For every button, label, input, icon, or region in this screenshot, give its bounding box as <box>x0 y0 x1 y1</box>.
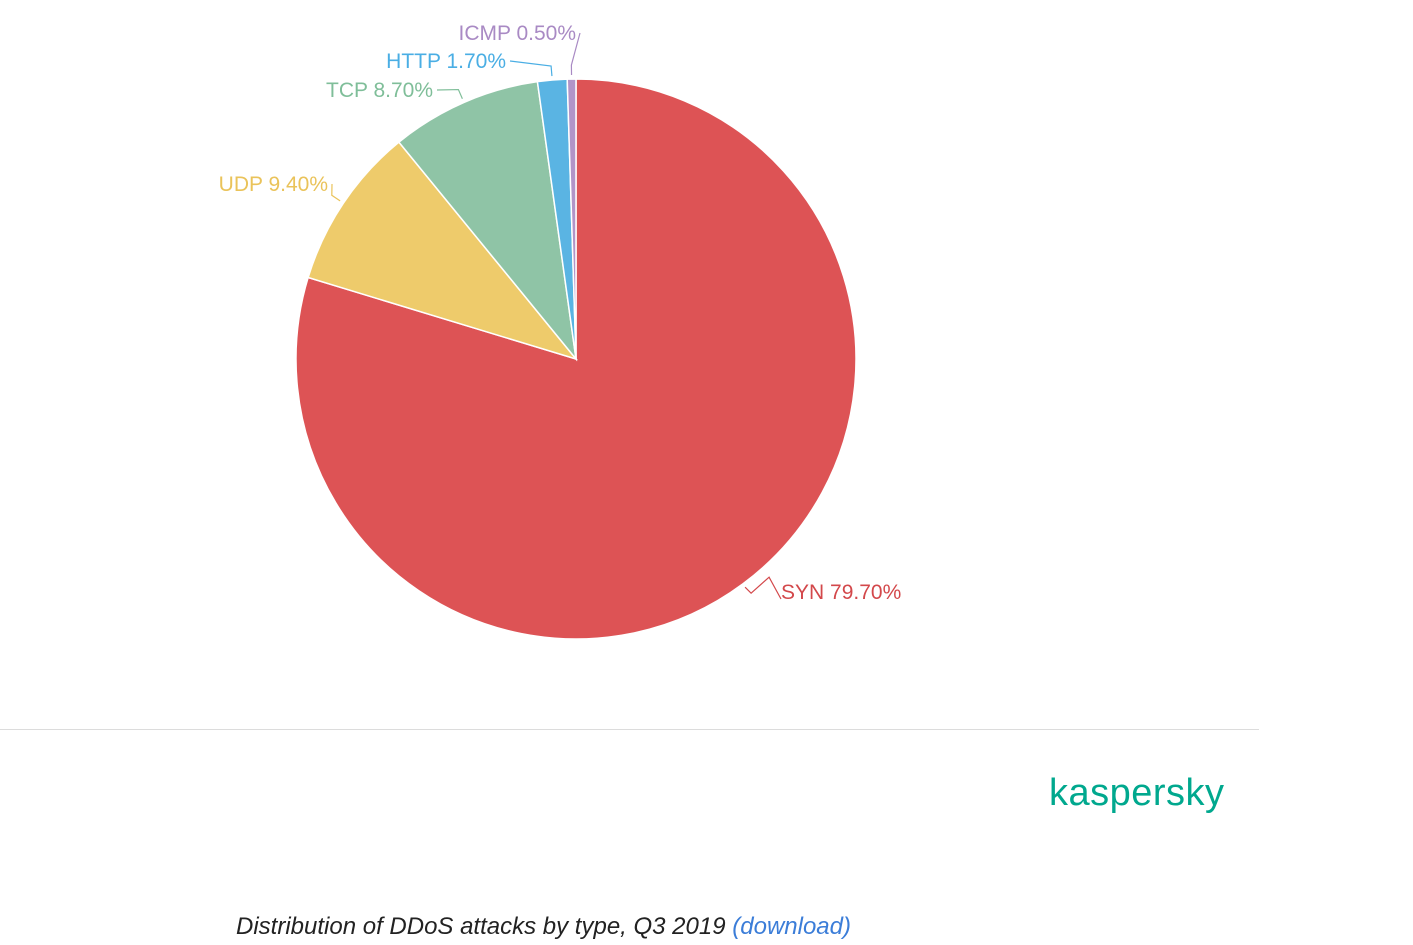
leader-line-http <box>509 60 553 77</box>
download-link[interactable]: (download) <box>732 913 851 940</box>
slice-label-icmp: ICMP 0.50% <box>459 22 577 45</box>
pie-chart: SYN 79.70% UDP 9.40% TCP 8.70% HTTP 1.70% IC… <box>219 22 902 640</box>
leader-line-icmp <box>570 32 581 76</box>
kaspersky-logo: kaspersky <box>1049 772 1225 814</box>
pie-labels: SYN 79.70% UDP 9.40% TCP 8.70% HTTP 1.70% IC… <box>219 22 902 604</box>
slice-label-syn: SYN 79.70% <box>781 581 901 604</box>
slice-label-udp: UDP 9.40% <box>219 173 328 196</box>
caption-text: Distribution of DDoS attacks by type, Q3… <box>236 913 726 940</box>
pie-slices <box>295 78 857 640</box>
chart-caption: Distribution of DDoS attacks by type, Q3… <box>236 913 851 941</box>
pie-slice-tcp <box>397 80 578 362</box>
pie-slice-udp <box>307 141 579 361</box>
pie-slice-syn <box>295 78 857 640</box>
leader-line-syn <box>744 576 782 600</box>
leader-line-tcp <box>436 88 463 99</box>
divider <box>0 729 1259 730</box>
leader-line-udp <box>331 183 341 202</box>
slice-label-http: HTTP 1.70% <box>386 50 506 73</box>
slice-label-tcp: TCP 8.70% <box>326 79 433 102</box>
pie-slice-icmp <box>566 78 577 360</box>
